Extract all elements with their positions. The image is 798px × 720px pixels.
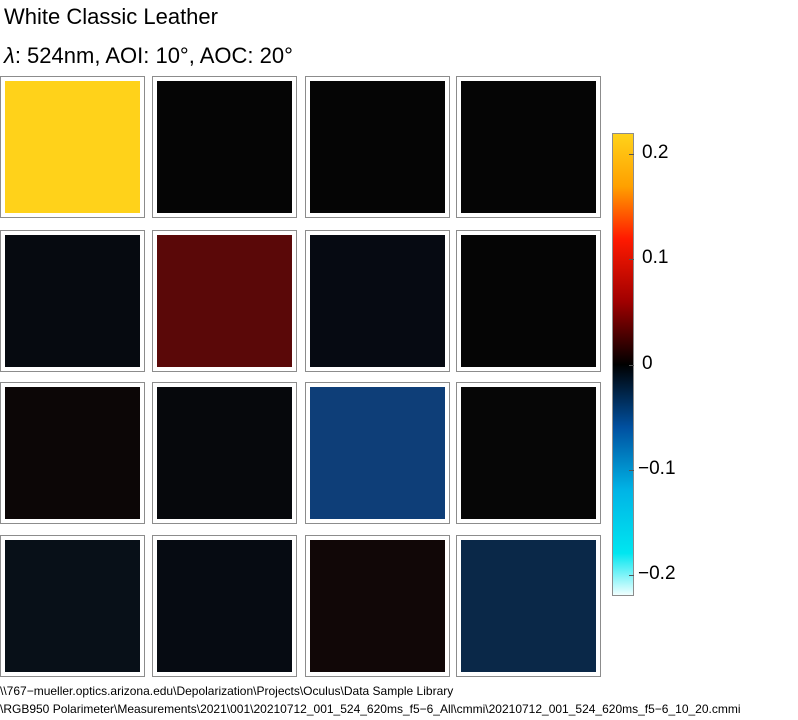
matrix-image [461, 540, 596, 672]
matrix-cell-r4c3 [305, 535, 450, 677]
matrix-image [5, 235, 140, 367]
matrix-cell-r3c3 [305, 382, 450, 524]
colorbar-tick-mark [629, 575, 634, 576]
matrix-cell-r1c2 [152, 76, 297, 218]
matrix-image [5, 540, 140, 672]
matrix-image [461, 387, 596, 519]
colorbar-tick-label: 0 [642, 353, 653, 374]
matrix-image [157, 81, 292, 213]
colorbar-tick-mark [629, 470, 634, 471]
colorbar-tick-mark [629, 365, 634, 366]
matrix-cell-r3c4 [456, 382, 601, 524]
matrix-image [310, 540, 445, 672]
matrix-cell-r3c1 [0, 382, 145, 524]
matrix-image [310, 387, 445, 519]
matrix-image [461, 235, 596, 367]
mueller-matrix-grid [0, 76, 601, 677]
colorbar-tick-label: −0.1 [638, 458, 676, 479]
matrix-image [461, 81, 596, 213]
matrix-cell-r2c2 [152, 230, 297, 372]
colorbar-tick-label: −0.2 [638, 563, 676, 584]
matrix-image [157, 235, 292, 367]
colorbar-gradient [612, 133, 634, 596]
matrix-image [157, 540, 292, 672]
file-path-line-1: \\767−mueller.optics.arizona.edu\Depolar… [0, 684, 454, 698]
chart-subtitle: λ: 524nm, AOI: 10°, AOC: 20° [4, 42, 293, 70]
matrix-image [5, 81, 140, 213]
colorbar-tick-label: 0.2 [642, 142, 669, 163]
matrix-cell-r4c4 [456, 535, 601, 677]
matrix-cell-r1c1 [0, 76, 145, 218]
chart-title: White Classic Leather [4, 4, 218, 29]
colorbar-tick-label: 0.1 [642, 247, 669, 268]
lambda-symbol: λ [4, 43, 15, 68]
colorbar-tick-mark [629, 259, 634, 260]
matrix-cell-r3c2 [152, 382, 297, 524]
matrix-cell-r1c3 [305, 76, 450, 218]
file-path-line-2: \RGB950 Polarimeter\Measurements\2021\00… [0, 702, 741, 716]
matrix-cell-r2c3 [305, 230, 450, 372]
matrix-image [310, 81, 445, 213]
matrix-image [5, 387, 140, 519]
matrix-cell-r1c4 [456, 76, 601, 218]
subtitle-text: : 524nm, AOI: 10°, AOC: 20° [14, 43, 293, 68]
colorbar-tick-mark [629, 154, 634, 155]
matrix-cell-r2c1 [0, 230, 145, 372]
matrix-image [157, 387, 292, 519]
matrix-cell-r4c1 [0, 535, 145, 677]
matrix-cell-r2c4 [456, 230, 601, 372]
matrix-cell-r4c2 [152, 535, 297, 677]
matrix-image [310, 235, 445, 367]
